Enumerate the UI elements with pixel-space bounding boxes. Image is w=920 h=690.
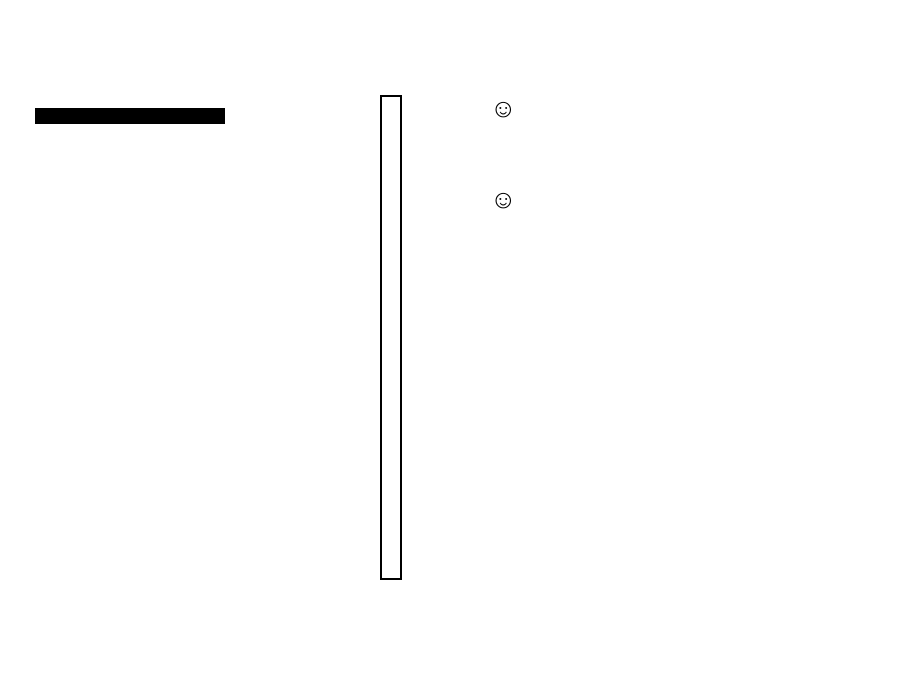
question-1: ☺ <box>490 85 900 133</box>
bilayer-label <box>380 582 445 607</box>
bilayer-bar-right <box>380 95 402 580</box>
questions-panel: ☺ ☺ <box>490 85 900 224</box>
smiley-icon: ☺ <box>490 94 517 123</box>
lipid-bilayer <box>380 95 445 580</box>
arrow-bounce-2 <box>0 0 300 150</box>
question-2: ☺ <box>490 173 900 224</box>
smiley-icon: ☺ <box>490 185 517 214</box>
